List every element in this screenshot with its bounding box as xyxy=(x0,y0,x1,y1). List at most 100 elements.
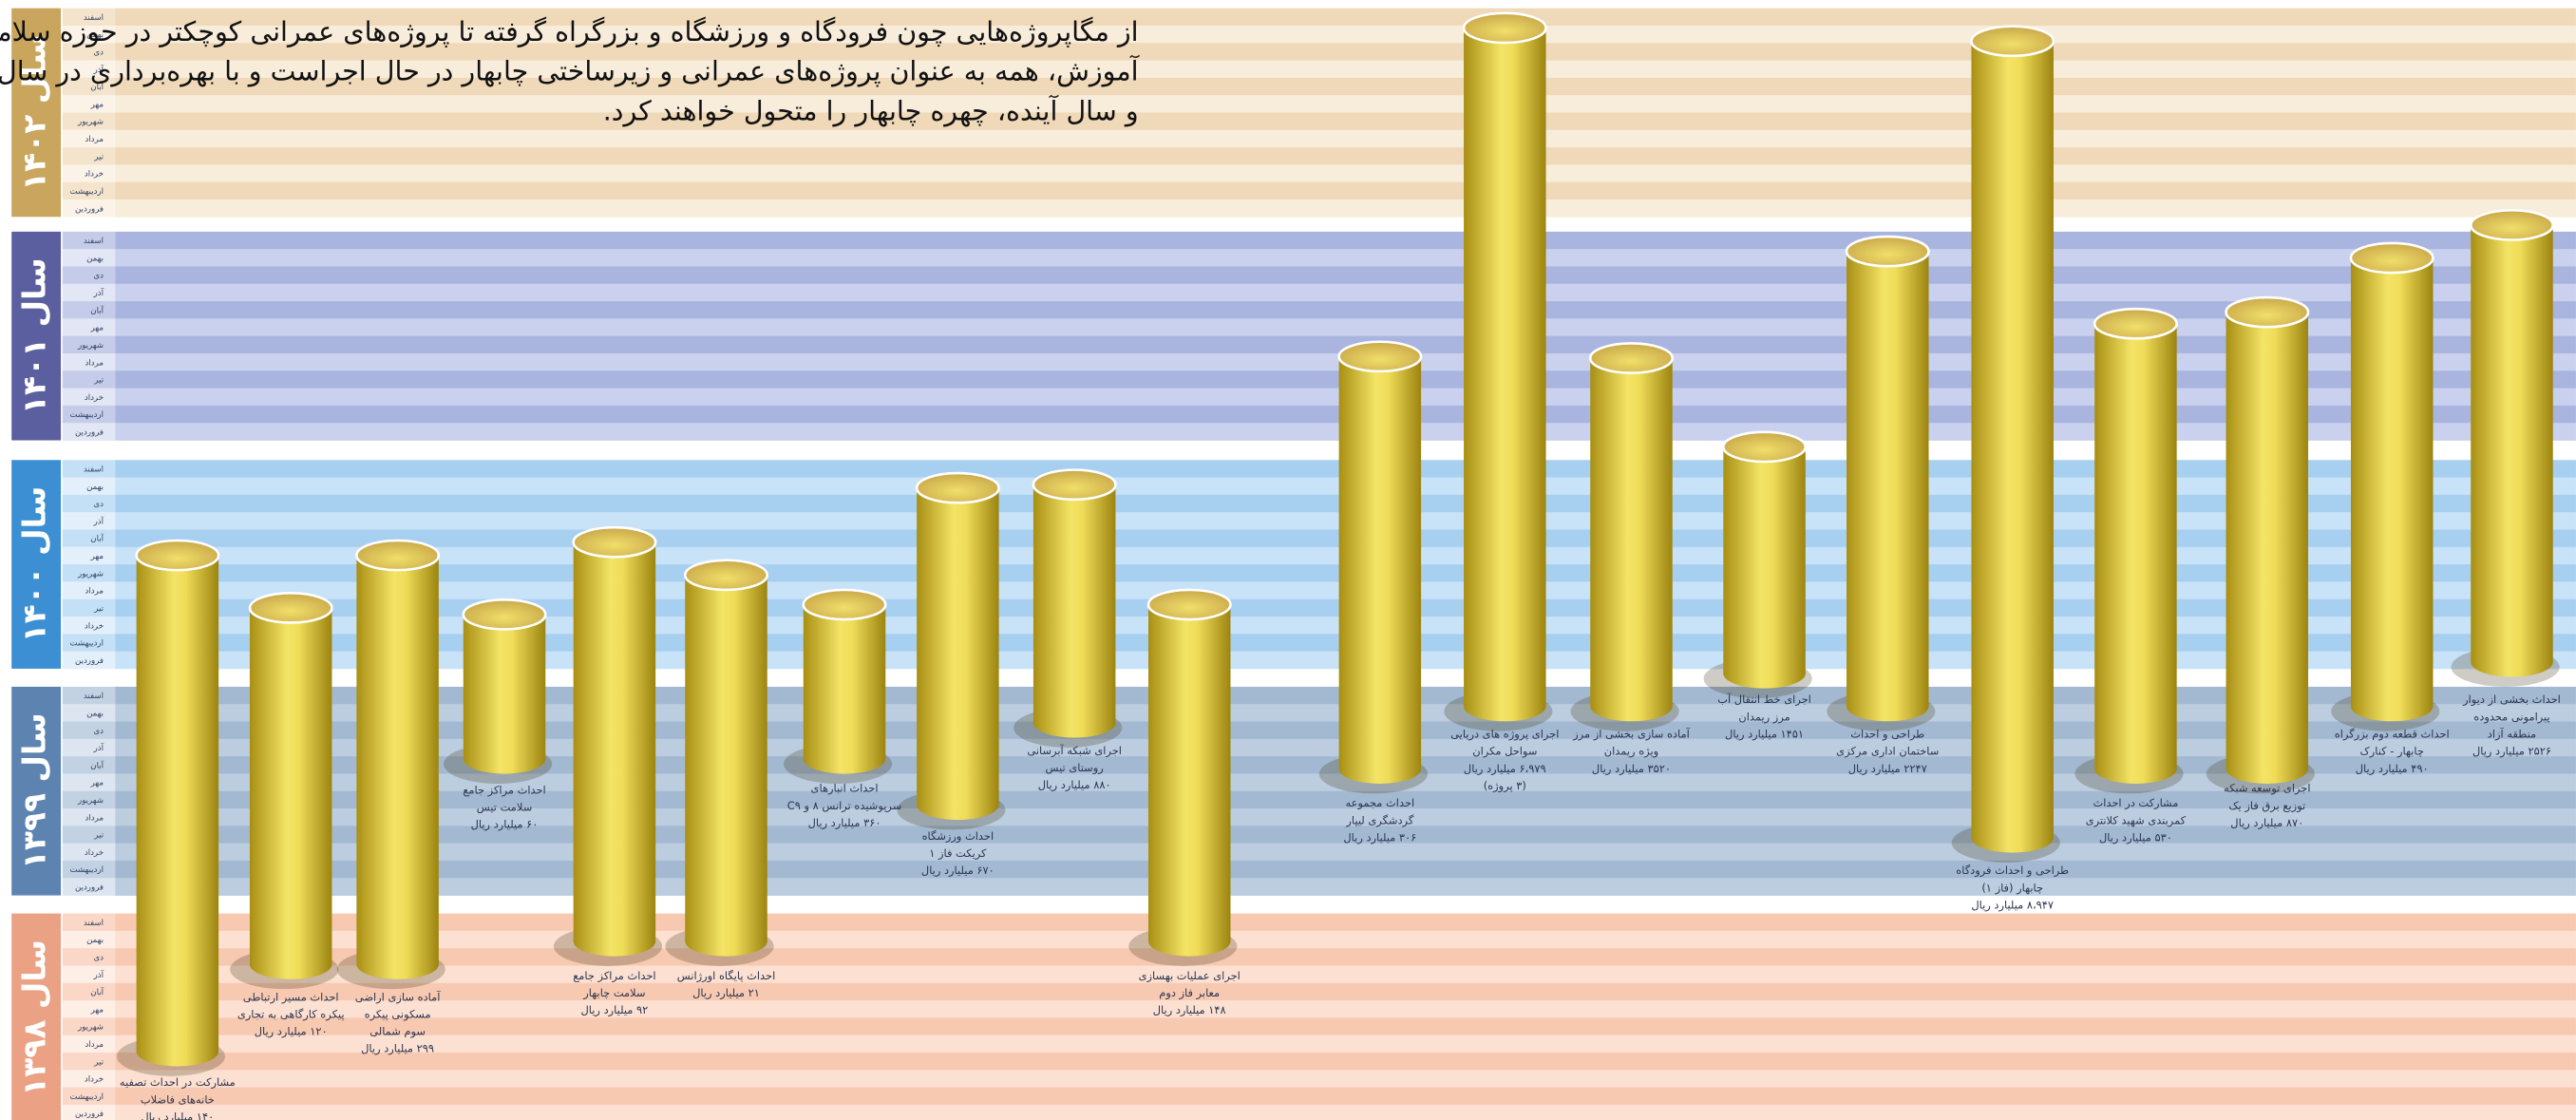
cylinder-body xyxy=(1723,446,1806,674)
project: احداث مسیر ارتباطی پیکره کارگاهی به تجاری… xyxy=(230,592,345,1039)
project-label: ۸،۹۴۷ میلیارد ریال xyxy=(1971,898,2054,912)
month-cell xyxy=(62,301,116,319)
month-label: اردیبهشت xyxy=(69,865,104,875)
month-cell xyxy=(62,546,116,565)
month-label: مهر xyxy=(90,552,104,561)
year-label: سال ۱۴۰۰ xyxy=(16,486,53,643)
project-label: روستای تیس xyxy=(1046,761,1104,775)
month-cell xyxy=(62,756,116,774)
month-label: مهر xyxy=(90,779,104,788)
project-label: توزیع برق فاز یک xyxy=(2228,799,2305,813)
month-stripe xyxy=(115,283,2576,302)
cylinder-body xyxy=(1147,604,1231,942)
month-label: مهر xyxy=(90,100,104,109)
project-label: ۲۲۴۷ میلیارد ریال xyxy=(1848,762,1927,776)
year-block xyxy=(11,686,62,896)
project: احداث پایگاه اورژانس ۲۱ میلیارد ریال xyxy=(665,559,775,1000)
project-label: احداث بخشی از دیوار xyxy=(2462,693,2561,707)
project-label: احداث ورزشگاه xyxy=(922,829,994,844)
project-label: ۶۷۰ میلیارد ریال xyxy=(921,864,994,878)
month-label: آبان xyxy=(90,304,104,315)
month-cell xyxy=(62,25,116,44)
project: طراحی و احداث فرودگاه چابهار (فاز ۱) ۸،۹۴۷… xyxy=(1951,25,2069,912)
cylinder-bottom xyxy=(136,1036,219,1067)
month-cell xyxy=(62,686,116,705)
month-label: اسفند xyxy=(84,237,104,246)
year-block xyxy=(11,460,62,669)
project-label: ۶،۹۷۹ میلیارد ریال xyxy=(1464,762,1546,776)
cylinder-top xyxy=(2469,209,2555,241)
cylinder-body xyxy=(2094,323,2177,769)
month-stripe xyxy=(115,112,2576,131)
month-stripe xyxy=(115,965,2576,984)
project-label: ۲۱ میلیارد ریال xyxy=(692,986,760,1000)
project-label: اجرای عملیات بهسازی xyxy=(1139,969,1241,983)
cylinder-bottom xyxy=(356,949,439,979)
month-label: تیر xyxy=(93,152,104,161)
cylinder-top xyxy=(248,592,333,624)
month-stripe xyxy=(115,1035,2576,1054)
project-label: پیکره کارگاهی به تجاری xyxy=(237,1007,345,1021)
cylinder-bottom xyxy=(685,926,767,957)
cylinder-top xyxy=(2225,295,2310,329)
cylinder-top xyxy=(915,471,1000,504)
project-label: ۱۴۰ میلیارد ریال xyxy=(141,1111,214,1120)
project: احداث بخشی از دیوار پیرامونی محدوده منطقه … xyxy=(2451,209,2561,759)
month-label: شهریور xyxy=(77,1023,104,1033)
month-stripe xyxy=(115,1104,2576,1120)
month-cell xyxy=(62,318,116,337)
month-stripe xyxy=(115,948,2576,966)
month-stripe xyxy=(115,1070,2576,1088)
month-label: مهر xyxy=(90,1005,104,1015)
month-label: آذر xyxy=(93,969,104,980)
month-cell xyxy=(62,982,116,1001)
month-cell xyxy=(62,266,116,285)
project-label: آماده سازی اراضی xyxy=(355,990,441,1004)
month-label: مهر xyxy=(90,324,104,333)
month-cell xyxy=(62,352,116,371)
month-label: دی xyxy=(93,48,104,58)
cylinder-bottom xyxy=(249,949,332,979)
month-stripe xyxy=(115,843,2576,862)
month-cell xyxy=(62,112,116,131)
month-label: آبان xyxy=(90,759,104,770)
project-label: طراحی و احداث فرودگاه xyxy=(1956,864,2069,878)
month-label: تیر xyxy=(93,604,104,614)
project-label: مسکونی پیکره xyxy=(365,1007,431,1021)
month-label: اردیبهشت xyxy=(69,410,104,420)
cylinder-bottom xyxy=(573,926,656,957)
year-block xyxy=(11,231,62,441)
month-cell xyxy=(62,8,116,27)
month-cell xyxy=(62,965,116,984)
month-label: شهریور xyxy=(77,118,104,127)
project: آماده سازی اراضی مسکونی پیکره سوم شمالی ۲۹۹… xyxy=(336,539,445,1056)
cylinder-top xyxy=(802,588,887,621)
month-label: دی xyxy=(93,500,104,509)
cylinder-body xyxy=(2226,312,2309,769)
month-cell xyxy=(62,512,116,530)
month-label: آذر xyxy=(93,515,104,526)
month-label: دی xyxy=(93,953,104,962)
project-label: خانه‌های فاضلاب xyxy=(141,1092,215,1106)
cylinder-top xyxy=(1970,25,2055,58)
month-cell xyxy=(62,494,116,513)
cylinder-top xyxy=(1462,11,1547,45)
year-block xyxy=(11,8,62,218)
month-cell xyxy=(62,60,116,79)
paragraph-line: آموزش، همه به عنوان پروژه‌های عمرانی و ز… xyxy=(0,55,1140,87)
cylinder-bottom xyxy=(803,744,886,774)
month-label: فروردین xyxy=(75,656,104,666)
cylinder-body xyxy=(249,607,332,965)
month-cell xyxy=(62,1087,116,1106)
project-label: ۱۴۸ میلیارد ریال xyxy=(1153,1003,1226,1017)
month-cell xyxy=(62,335,116,354)
month-cell xyxy=(62,616,116,635)
cylinder-bottom xyxy=(1971,823,2054,853)
cylinder-top xyxy=(1337,340,1423,373)
cylinder-body xyxy=(463,614,546,760)
project: اجرای پروژه های دریایی سواحل مکران ۶،۹۷۹ م… xyxy=(1444,11,1559,793)
month-cell xyxy=(62,1104,116,1120)
cylinder-top xyxy=(2093,307,2178,340)
month-stripe xyxy=(115,60,2576,79)
cylinder-body xyxy=(573,541,656,942)
